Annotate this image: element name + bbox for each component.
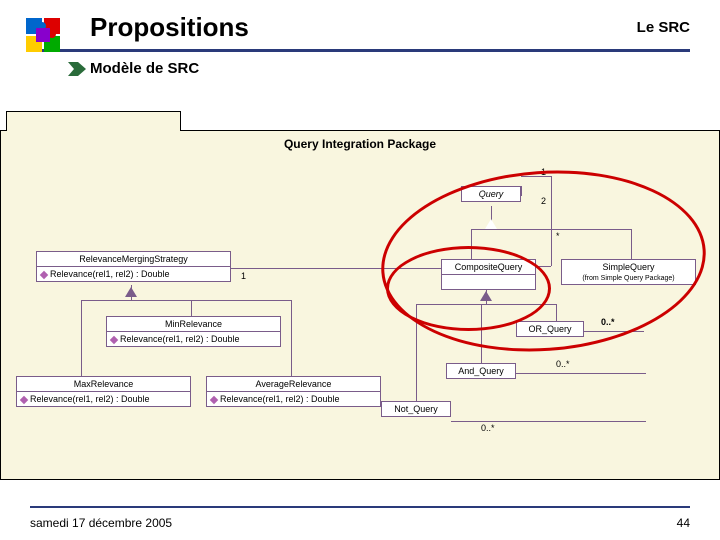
uml-line: [291, 300, 292, 376]
class-name: AverageRelevance: [207, 377, 380, 392]
header-rule: [30, 49, 690, 52]
subtitle-text: Modèle de SRC: [90, 60, 199, 77]
uml-line: [81, 300, 291, 301]
class-not: Not_Query: [381, 401, 451, 417]
slide-header: Propositions Le SRC: [30, 12, 690, 43]
slide-subtitle: Modèle de SRC: [30, 60, 690, 77]
uml-line: [191, 300, 192, 316]
class-body: Relevance(rel1, rel2) : Double: [207, 392, 380, 406]
footer-page: 44: [677, 516, 690, 530]
bullet-arrow-icon: [68, 62, 86, 76]
class-and: And_Query: [446, 363, 516, 379]
uml-line: [451, 421, 646, 422]
slide-footer: samedi 17 décembre 2005 44: [30, 516, 690, 530]
class-rms: RelevanceMergingStrategy Relevance(rel1,…: [36, 251, 231, 282]
footer-date: samedi 17 décembre 2005: [30, 516, 172, 530]
uml-line: [516, 373, 646, 374]
class-name: And_Query: [447, 364, 515, 378]
footer-rule: [30, 506, 690, 508]
mult-label: 0..*: [481, 423, 495, 433]
class-name: MaxRelevance: [17, 377, 190, 392]
class-maxrel: MaxRelevance Relevance(rel1, rel2) : Dou…: [16, 376, 191, 407]
mult-label: 0..*: [556, 359, 570, 369]
class-name: Not_Query: [382, 402, 450, 416]
triangle-icon: [125, 287, 137, 297]
uml-line: [81, 300, 82, 376]
puzzle-logo: [20, 12, 70, 62]
mult-label: 1: [241, 271, 246, 281]
slide-title: Propositions: [90, 12, 249, 43]
class-body: Relevance(rel1, rel2) : Double: [107, 332, 280, 346]
class-body: Relevance(rel1, rel2) : Double: [37, 267, 230, 281]
class-name: MinRelevance: [107, 317, 280, 332]
slide-topright: Le SRC: [637, 19, 690, 36]
class-avgrel: AverageRelevance Relevance(rel1, rel2) :…: [206, 376, 381, 407]
package-title: Query Integration Package: [1, 137, 719, 151]
class-minrel: MinRelevance Relevance(rel1, rel2) : Dou…: [106, 316, 281, 347]
uml-package: Query Integration Package Query Composit…: [0, 130, 720, 480]
class-name: RelevanceMergingStrategy: [37, 252, 230, 267]
package-tab: [6, 111, 181, 131]
highlight-ellipse-small: [386, 246, 551, 331]
class-body: Relevance(rel1, rel2) : Double: [17, 392, 190, 406]
